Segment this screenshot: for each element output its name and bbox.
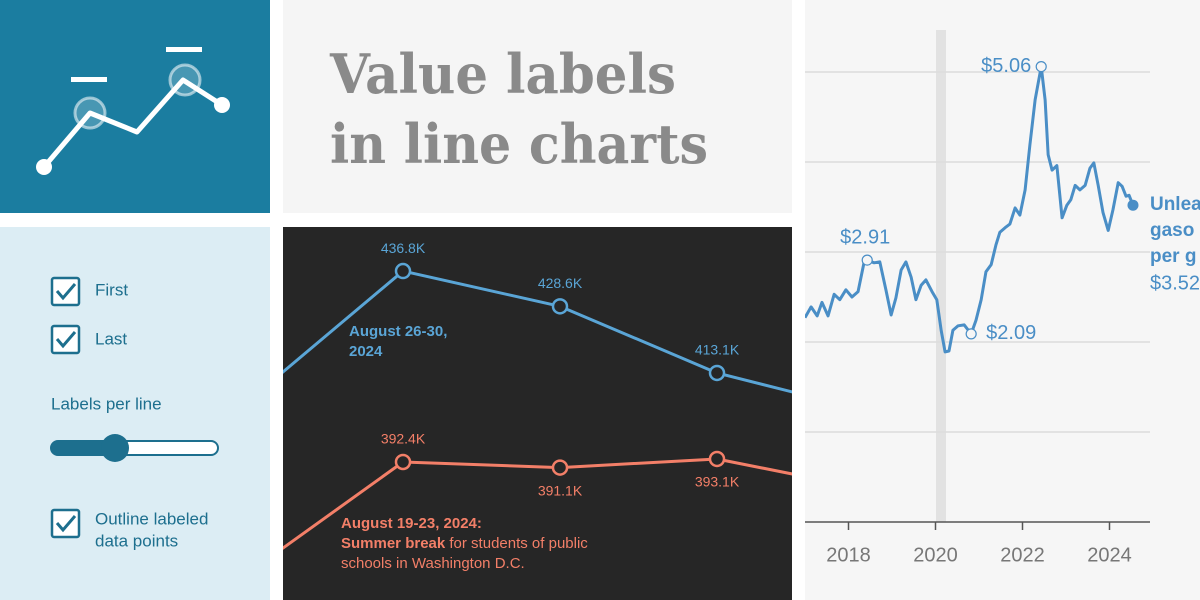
checkbox-label: Outline labeled <box>95 509 208 528</box>
annotation-text: Summer break <box>341 535 446 552</box>
value-label: 392.4K <box>381 431 426 447</box>
series-label: Unlea <box>1150 194 1200 215</box>
x-tick-label: 2022 <box>1000 544 1045 566</box>
value-label: 391.1K <box>538 482 583 498</box>
checkbox-label: data points <box>95 531 178 550</box>
annotation: August 26-30, <box>349 323 447 340</box>
slider-label: Labels per line <box>51 394 162 413</box>
controls: First Last Labels per line Outline label… <box>50 276 219 550</box>
checkbox[interactable] <box>50 508 81 539</box>
series-label: per g <box>1150 246 1196 267</box>
annotation-text: for students of public <box>445 535 588 552</box>
checkbox[interactable] <box>50 324 81 355</box>
highlight-band <box>936 30 946 522</box>
value-label: $2.09 <box>986 322 1036 344</box>
value-label: $5.06 <box>981 55 1031 77</box>
annotation-text: 2024 <box>349 343 383 360</box>
title-line: in line charts <box>330 112 708 176</box>
chart: 436.8K 428.6K 413.1K August 26-30, 2024 392.4… <box>283 240 792 572</box>
checkbox[interactable] <box>50 276 81 307</box>
annotation: Summer break for students of public <box>341 535 588 552</box>
point-marker <box>708 364 726 382</box>
annotation: schools in Washington D.C. <box>341 555 525 572</box>
annotation: August 19-23, 2024: <box>341 515 482 532</box>
checkmark <box>55 331 77 349</box>
series-label: gaso <box>1150 220 1194 241</box>
slider-fill <box>51 441 115 455</box>
icon-ring <box>168 63 202 97</box>
point-marker <box>861 254 873 266</box>
checkmark <box>55 515 77 533</box>
annotation-text: schools in Washington D.C. <box>341 555 525 572</box>
title-panel <box>283 0 792 213</box>
point-marker <box>551 298 569 315</box>
value-label: 428.6K <box>538 275 583 291</box>
icon-bar <box>71 77 107 82</box>
annotation-text: August 19-23, 2024: <box>341 515 482 532</box>
value-label: $2.91 <box>840 226 890 248</box>
point-marker <box>394 262 412 280</box>
slider-knob[interactable] <box>101 434 129 462</box>
title-line: Value labels <box>329 42 676 106</box>
checkmark <box>55 283 77 301</box>
icon-ring <box>73 96 107 130</box>
value-label: 413.1K <box>695 342 740 358</box>
dark-chart-panel <box>283 227 792 600</box>
controls-panel <box>0 227 270 600</box>
value-label: $3.52 <box>1150 272 1200 294</box>
point-marker <box>965 328 977 340</box>
chart: 2018 2020 2022 2024 $2.91 $2.09 $5.06 $3.52 Unle… <box>805 55 1200 566</box>
value-label: 436.8K <box>381 240 426 256</box>
point-marker <box>708 450 726 468</box>
checkbox-label: First <box>95 280 128 299</box>
point-marker <box>1035 60 1047 73</box>
icon <box>36 47 230 175</box>
annotation: 2024 <box>349 343 383 360</box>
icon-dot <box>214 97 230 113</box>
x-tick-label: 2024 <box>1087 544 1132 566</box>
icon-dot <box>36 159 52 175</box>
point-marker <box>394 453 412 471</box>
point-marker <box>551 459 569 476</box>
value-label: 393.1K <box>695 474 740 490</box>
annotation-text: August 26-30, <box>349 323 447 340</box>
point-marker <box>1127 199 1139 211</box>
x-tick-label: 2018 <box>826 544 871 566</box>
x-tick-label: 2020 <box>913 544 958 566</box>
gas-chart-panel <box>805 0 1200 600</box>
icon-bar <box>166 47 202 52</box>
checkbox-label: Last <box>95 329 127 348</box>
